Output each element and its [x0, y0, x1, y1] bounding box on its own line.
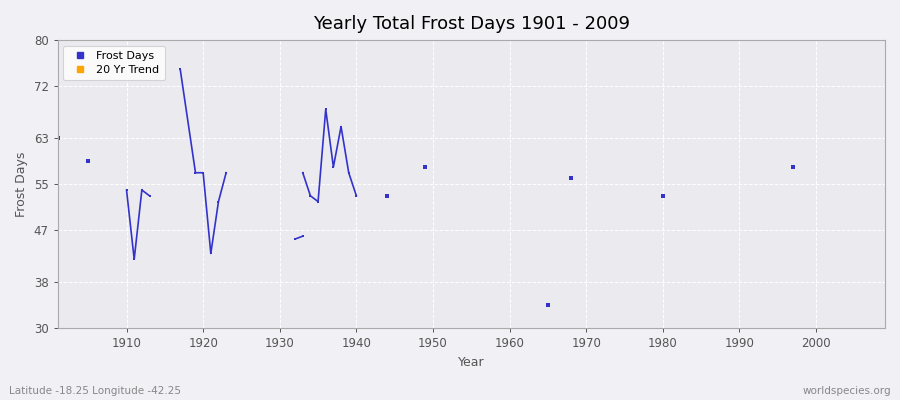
- X-axis label: Year: Year: [458, 356, 484, 369]
- Title: Yearly Total Frost Days 1901 - 2009: Yearly Total Frost Days 1901 - 2009: [313, 15, 630, 33]
- Text: worldspecies.org: worldspecies.org: [803, 386, 891, 396]
- Y-axis label: Frost Days: Frost Days: [15, 152, 28, 217]
- Legend: Frost Days, 20 Yr Trend: Frost Days, 20 Yr Trend: [63, 46, 166, 80]
- Text: Latitude -18.25 Longitude -42.25: Latitude -18.25 Longitude -42.25: [9, 386, 181, 396]
